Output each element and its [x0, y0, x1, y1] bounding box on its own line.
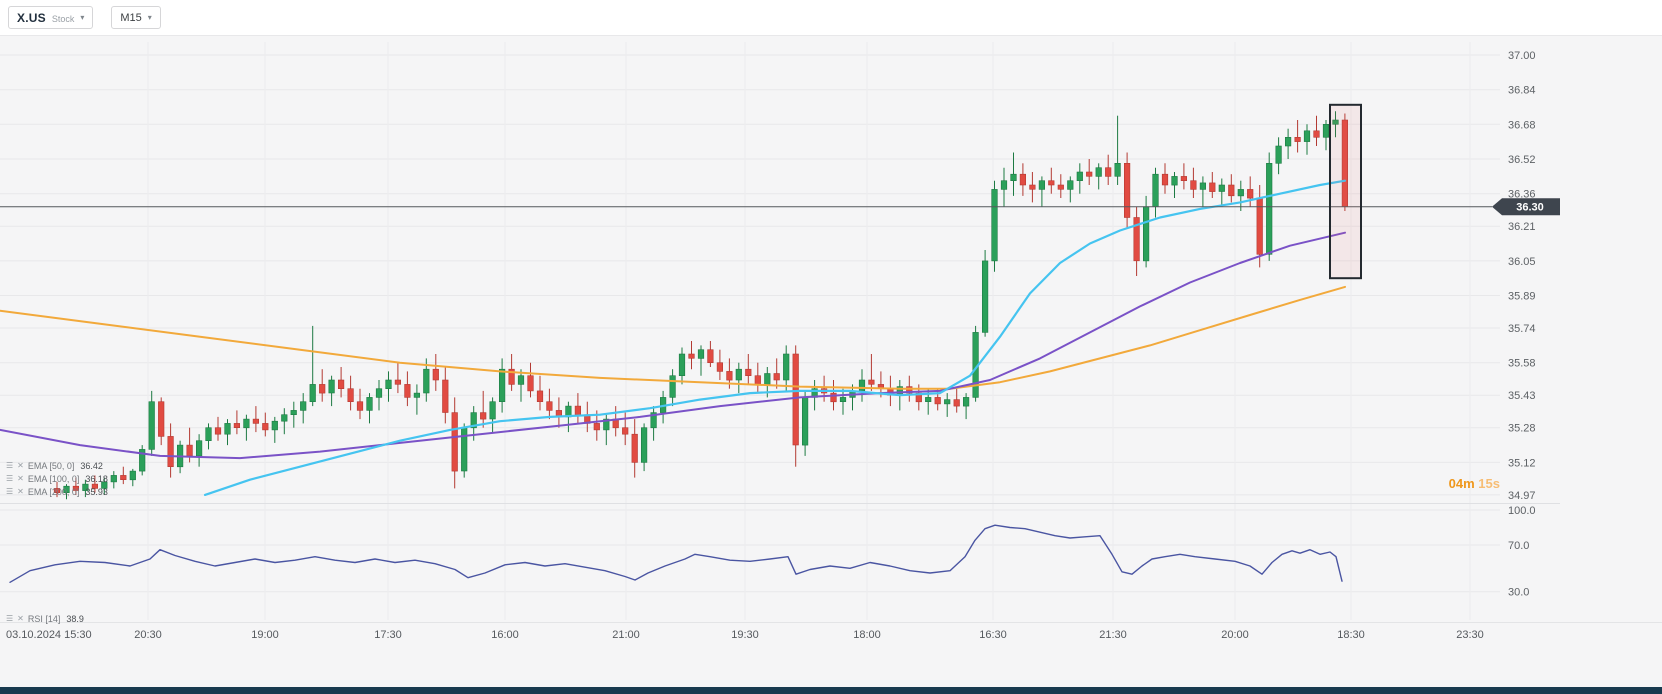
instrument-selector[interactable]: X.US Stock ▾ [8, 6, 94, 29]
ema-lines [0, 179, 1347, 496]
rsi-axis-label: 30.0 [1508, 587, 1529, 599]
candle-countdown: 04m 15s [1449, 476, 1500, 491]
legend-close-icon[interactable]: ✕ [17, 487, 24, 496]
legend-value: 36.18 [85, 474, 108, 484]
legend-menu-icon[interactable]: ☰ [6, 487, 14, 496]
legend-close-icon[interactable]: ✕ [17, 614, 24, 623]
time-axis-label: 16:00 [491, 629, 519, 641]
ema-legend-row: ☰ ✕ EMA [200, 0] 35.93 [6, 486, 108, 498]
legend-label: EMA [200, 0] [27, 487, 80, 497]
price-axis-label: 35.28 [1508, 423, 1536, 435]
chart-toolbar: X.US Stock ▾ M15 ▾ [0, 0, 1662, 36]
legend-menu-icon[interactable]: ☰ [6, 461, 14, 470]
legend-label: EMA [50, 0] [27, 461, 75, 471]
legend-value: 36.42 [80, 461, 103, 471]
ema200-line [0, 285, 1346, 390]
price-axis-label: 35.74 [1508, 323, 1536, 335]
time-axis-label: 18:00 [853, 629, 881, 641]
legend-label: RSI [14] [27, 614, 61, 624]
ema-legend-row: ☰ ✕ EMA [50, 0] 36.42 [6, 460, 103, 472]
candlestick-series [53, 111, 1348, 500]
time-axis-label: 16:30 [979, 629, 1007, 641]
price-axis-label: 36.36 [1508, 189, 1536, 201]
price-axis-label: 35.89 [1508, 291, 1536, 303]
time-axis-label: 20:00 [1221, 629, 1249, 641]
legend-label: EMA [100, 0] [27, 474, 80, 484]
legend-close-icon[interactable]: ✕ [17, 474, 24, 483]
price-axis-label: 36.68 [1508, 119, 1536, 131]
highlight-box[interactable] [1329, 103, 1362, 280]
instrument-symbol: X.US [17, 10, 46, 25]
gridlines [0, 42, 1662, 623]
time-axis-label: 20:30 [134, 629, 162, 641]
time-axis-label: 21:30 [1099, 629, 1127, 641]
price-axis-label: 35.12 [1508, 457, 1536, 469]
time-axis-label: 23:30 [1456, 629, 1484, 641]
rsi-legend-row: ☰ ✕ RSI [14] 38.9 [6, 613, 84, 625]
rsi-axis-label: 100.0 [1508, 505, 1536, 517]
legend-menu-icon[interactable]: ☰ [6, 474, 14, 483]
legend-value: 35.93 [85, 487, 108, 497]
time-axis-label: 18:30 [1337, 629, 1365, 641]
instrument-type-label: Stock [51, 13, 75, 24]
rsi-axis-label: 70.0 [1508, 540, 1529, 552]
time-axis-label: 03.10.2024 15:30 [6, 629, 92, 641]
countdown-seconds: 15s [1478, 476, 1500, 491]
price-axis-label: 36.84 [1508, 85, 1536, 97]
price-axis[interactable]: 37.00 36.84 36.68 36.52 36.36 36.21 36.05 35.89… [1508, 50, 1536, 599]
time-axis-label: 17:30 [374, 629, 402, 641]
price-axis-label: 36.52 [1508, 154, 1536, 166]
timeframe-value: M15 [120, 11, 142, 24]
rsi-line [9, 524, 1343, 583]
chevron-down-icon: ▾ [80, 12, 85, 22]
price-axis-label: 35.58 [1508, 358, 1536, 370]
current-price-value: 36.30 [1516, 202, 1544, 214]
price-axis-label: 36.21 [1508, 221, 1536, 233]
window-bottom-strip [0, 687, 1662, 694]
ema100-line [0, 231, 1346, 460]
time-axis-label: 19:30 [731, 629, 759, 641]
ema50-line [203, 179, 1347, 496]
chevron-down-icon: ▾ [147, 12, 152, 22]
price-axis-label: 35.43 [1508, 390, 1536, 402]
time-axis-label: 21:00 [612, 629, 640, 641]
countdown-minutes: 04m [1448, 476, 1475, 491]
price-axis-label: 37.00 [1508, 50, 1536, 62]
ema-legend-row: ☰ ✕ EMA [100, 0] 36.18 [6, 473, 108, 485]
timeframe-selector[interactable]: M15 ▾ [111, 6, 161, 29]
price-axis-label: 34.97 [1508, 490, 1536, 502]
legend-menu-icon[interactable]: ☰ [6, 614, 14, 623]
legend-value: 38.9 [66, 614, 84, 624]
current-price-badge [1492, 198, 1560, 216]
price-axis-label: 36.05 [1508, 256, 1536, 268]
legend-close-icon[interactable]: ✕ [17, 461, 24, 470]
time-axis-label: 19:00 [251, 629, 279, 641]
